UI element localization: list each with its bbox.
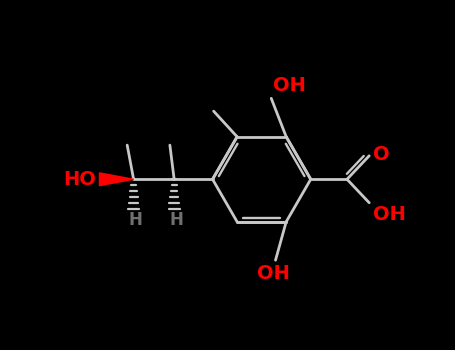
Text: H: H (129, 211, 143, 229)
Text: HO: HO (63, 170, 96, 189)
Text: O: O (373, 146, 389, 164)
Text: OH: OH (273, 76, 306, 95)
Text: OH: OH (373, 205, 405, 224)
Polygon shape (100, 173, 134, 186)
Text: OH: OH (257, 265, 290, 284)
Text: H: H (169, 211, 183, 229)
